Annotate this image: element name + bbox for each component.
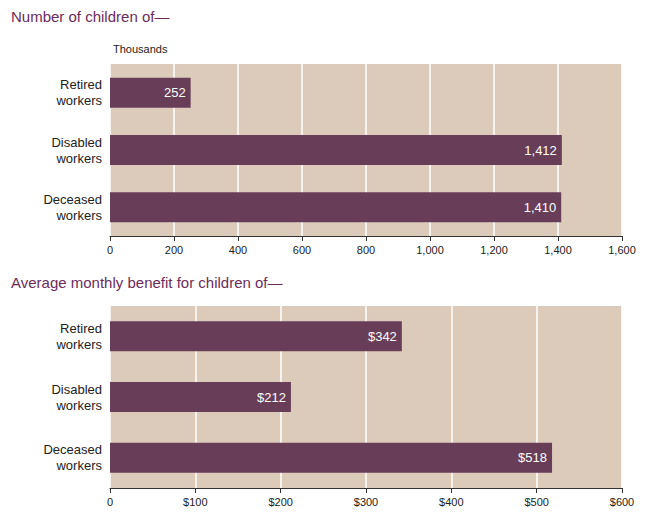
svg-text:$600: $600 <box>610 496 634 508</box>
svg-text:$400: $400 <box>439 496 463 508</box>
svg-text:$300: $300 <box>354 496 378 508</box>
svg-text:workers: workers <box>55 458 102 473</box>
svg-text:workers: workers <box>55 151 102 166</box>
svg-text:workers: workers <box>55 337 102 352</box>
svg-text:Deceased: Deceased <box>43 192 102 207</box>
svg-text:Number of children of—: Number of children of— <box>11 8 169 25</box>
svg-text:1,200: 1,200 <box>480 244 508 256</box>
svg-text:200: 200 <box>165 244 183 256</box>
svg-text:400: 400 <box>229 244 247 256</box>
svg-text:800: 800 <box>357 244 375 256</box>
svg-text:Disabled: Disabled <box>51 135 102 150</box>
svg-text:1,410: 1,410 <box>524 200 557 215</box>
svg-text:1,400: 1,400 <box>544 244 572 256</box>
svg-text:$100: $100 <box>183 496 207 508</box>
svg-text:1,412: 1,412 <box>524 143 557 158</box>
svg-text:workers: workers <box>55 208 102 223</box>
svg-text:1,600: 1,600 <box>608 244 636 256</box>
svg-text:$518: $518 <box>518 450 547 465</box>
svg-text:Retired: Retired <box>60 321 102 336</box>
svg-text:252: 252 <box>164 85 186 100</box>
svg-text:Disabled: Disabled <box>51 382 102 397</box>
svg-text:$212: $212 <box>257 390 286 405</box>
svg-text:600: 600 <box>293 244 311 256</box>
svg-text:$342: $342 <box>368 329 397 344</box>
svg-text:$200: $200 <box>268 496 292 508</box>
svg-text:0: 0 <box>107 496 113 508</box>
svg-text:workers: workers <box>55 398 102 413</box>
svg-text:1,000: 1,000 <box>416 244 444 256</box>
svg-text:$500: $500 <box>524 496 548 508</box>
svg-text:workers: workers <box>55 93 102 108</box>
svg-text:Deceased: Deceased <box>43 442 102 457</box>
svg-text:Retired: Retired <box>60 77 102 92</box>
svg-text:0: 0 <box>107 244 113 256</box>
svg-text:Thousands: Thousands <box>113 43 168 55</box>
svg-text:Average monthly benefit for ch: Average monthly benefit for children of— <box>11 274 283 291</box>
